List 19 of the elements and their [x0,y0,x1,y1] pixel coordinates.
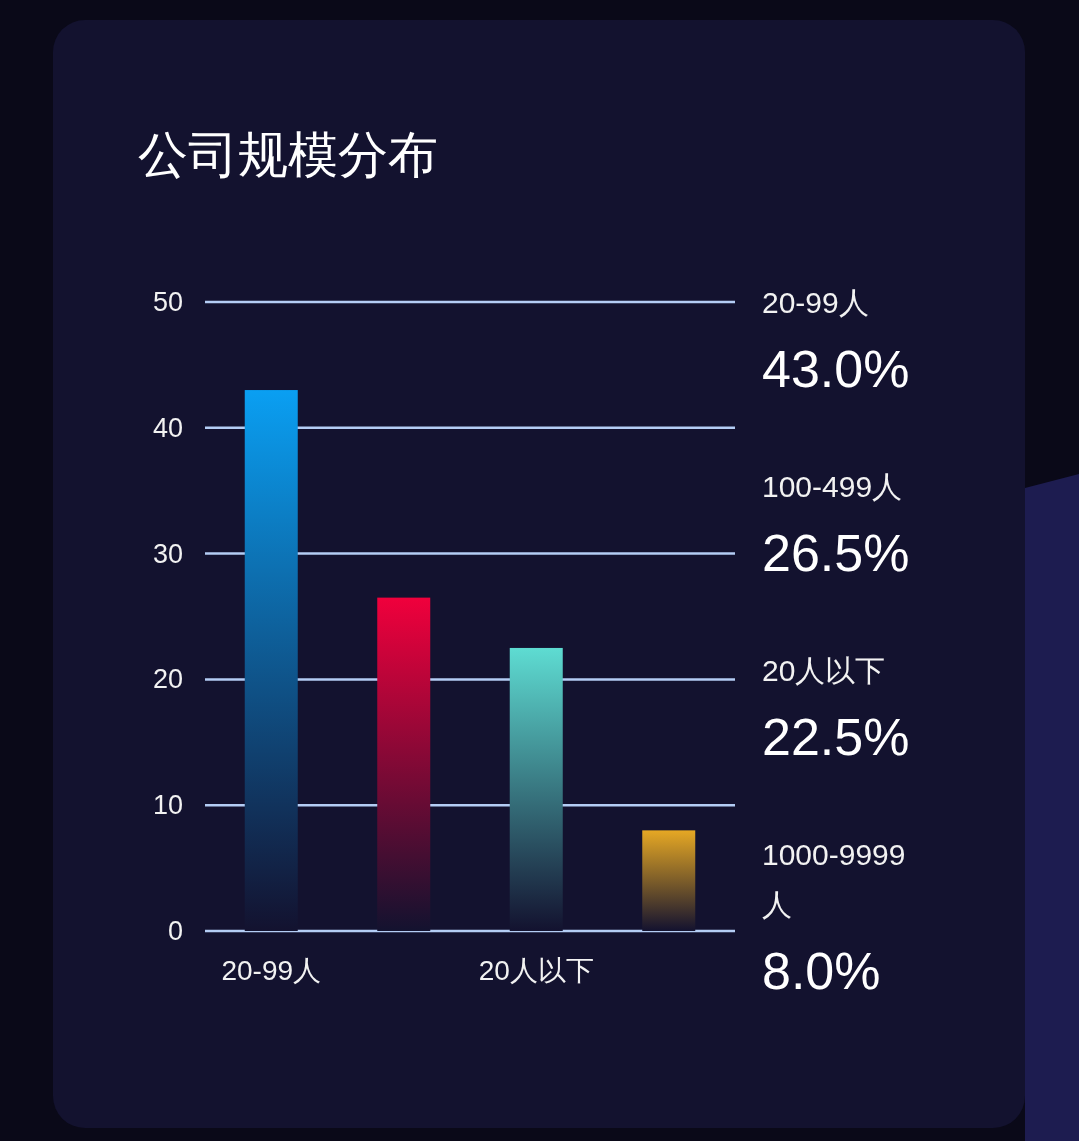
text: 8.0% [762,942,881,1000]
text: 22.5% [762,708,910,766]
bar [642,830,696,931]
bar [377,597,431,931]
text: 100-499人 [762,470,903,503]
chart-title: 公司规模分布 [138,127,438,183]
y-tick-label: 0 [167,916,183,946]
bar [509,647,563,931]
bar [244,390,298,931]
y-tick-label: 40 [152,412,183,443]
text: 20-99人 [762,286,869,319]
y-tick-label: 50 [152,287,183,317]
text: 26.5% [762,524,910,582]
y-tick-label: 30 [152,538,183,569]
text: 20人以下 [762,654,886,687]
text: 43.0% [762,340,910,398]
y-tick-label: 20 [152,664,183,695]
text: 1000-9999人 [762,838,906,921]
y-tick-label: 10 [152,790,183,821]
